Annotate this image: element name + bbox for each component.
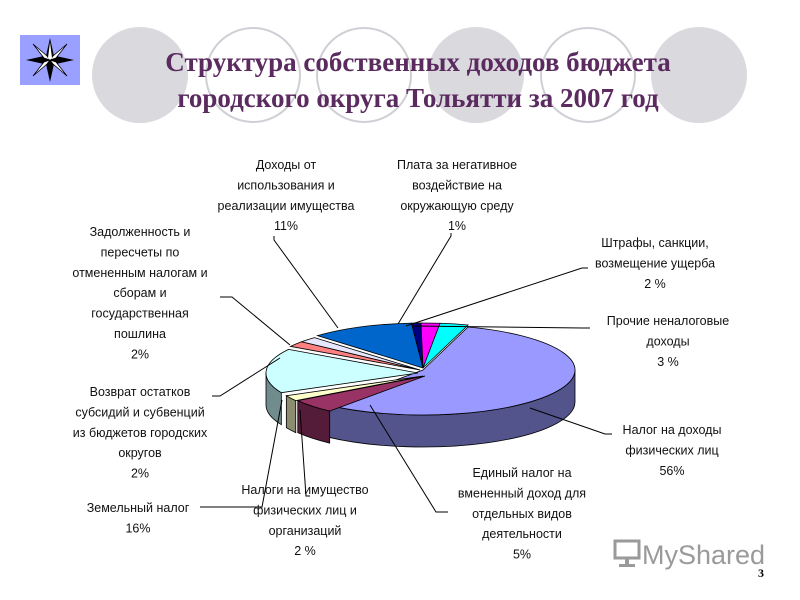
compass-star-icon	[26, 38, 74, 82]
slice-label-5-line-3: из бюджетов городских	[73, 426, 208, 440]
slice-label-10-line-3: 3 %	[657, 355, 679, 369]
leader-lines	[200, 233, 612, 513]
slice-label-2-line-4: деятельности	[482, 527, 562, 541]
slice-label-8-line-2: воздействие на	[412, 178, 502, 192]
slice-label-2-line-1: Единый налог на	[472, 466, 571, 480]
pie-slice-3	[285, 375, 424, 402]
pie-side-3	[285, 394, 297, 434]
slice-label-2-line-3: отдельных видов	[472, 507, 572, 521]
pie-top	[265, 322, 576, 416]
leader-line-8	[397, 233, 452, 325]
slice-label-3-line-2: физических лиц и	[253, 503, 357, 517]
deco-circle-6	[651, 27, 747, 123]
leader-line-1	[529, 407, 612, 435]
slice-label-9-line-3: 2 %	[644, 277, 666, 291]
slice-label-1-line-1: Налог на доходы	[623, 423, 722, 437]
compass-logo	[20, 35, 80, 85]
pie-side-walls	[265, 369, 576, 448]
slice-label-5-line-4: округов	[118, 446, 162, 460]
slice-label-8-line-1: Плата за негативное	[397, 158, 517, 172]
slice-label-8: Плата за негативное воздействие на окружаю…	[397, 158, 517, 233]
slice-label-8-line-3: окружающую среду	[400, 199, 514, 213]
leader-line-7	[273, 236, 339, 329]
leader-line-9	[405, 267, 588, 327]
deco-circle-5	[540, 27, 636, 123]
leader-line-6	[220, 296, 291, 346]
slice-label-3-line-4: 2 %	[294, 544, 316, 558]
leader-line-10	[413, 325, 590, 329]
slice-label-1-line-2: физических лиц	[625, 443, 718, 457]
slice-label-5-line-5: 2%	[131, 467, 149, 481]
pie-slice-10	[422, 322, 469, 369]
slice-label-3: Налоги на имущество физических лиц и орган…	[241, 483, 368, 558]
presentation-icon	[613, 539, 641, 567]
deco-circle-4	[428, 27, 524, 123]
deco-circle-1	[92, 27, 188, 123]
slice-label-8-line-4: 1%	[448, 219, 466, 233]
slide-number: 3	[758, 566, 764, 580]
slice-label-6-line-3: отмененным налогам и	[72, 266, 207, 280]
slice-label-3-line-3: организаций	[269, 524, 342, 538]
slice-label-7-line-1: Доходы от	[256, 158, 317, 172]
slice-label-9-line-2: возмещение ущерба	[595, 256, 715, 270]
slice-label-2: Единый налог на вмененный доход для отдель…	[458, 466, 586, 562]
leader-line-3	[299, 409, 310, 497]
slice-label-2-line-5: 5%	[513, 548, 531, 562]
slide-title-line-1: Структура собственных доходов бюджета	[165, 47, 671, 77]
slice-label-4-line-2: 16%	[125, 521, 150, 535]
slice-label-10-line-1: Прочие неналоговые	[607, 314, 729, 328]
slice-label-10: Прочие неналоговые доходы 3 %	[607, 314, 729, 369]
slice-label-6-line-7: 2%	[131, 347, 149, 361]
deco-circle-3	[316, 27, 412, 123]
slice-label-6-line-6: пошлина	[114, 327, 166, 341]
pie-slice-7	[316, 322, 424, 369]
slice-label-5-line-1: Возврат остатков	[90, 385, 191, 399]
slide-title: Структура собственных доходов бюджета го…	[98, 44, 738, 116]
slice-label-5: Возврат остатков субсидий и субвенций из б…	[73, 385, 208, 481]
watermark-text: MyShared	[642, 540, 766, 570]
slice-label-6-line-5: государственная	[91, 307, 188, 321]
slice-label-5-line-2: субсидий и субвенций	[75, 405, 204, 419]
slice-label-7: Доходы от использования и реализации имуще…	[218, 158, 355, 233]
slice-label-6-line-2: пересчеты по	[101, 245, 180, 259]
slice-label-6: Задолженность и пересчеты по отмененным на…	[72, 225, 207, 361]
slice-label-6-line-1: Задолженность и	[90, 225, 191, 239]
slice-label-9: Штрафы, санкции, возмещение ущерба 2 %	[595, 236, 715, 291]
slice-label-1-line-3: 56%	[659, 464, 684, 478]
slice-label-10-line-2: доходы	[646, 334, 689, 348]
leader-line-4	[200, 399, 283, 508]
slice-labels: Налог на доходы физических лиц 56% Единый н…	[72, 158, 729, 562]
slice-label-7-line-2: использования и	[237, 178, 335, 192]
slice-label-9-line-1: Штрафы, санкции,	[601, 236, 708, 250]
slice-label-1: Налог на доходы физических лиц 56%	[623, 423, 722, 478]
slice-label-4: Земельный налог 16%	[87, 501, 190, 535]
slide-title-line-2: городского округа Тольятти за 2007 год	[177, 83, 659, 113]
pie-slice-1	[326, 326, 576, 416]
slice-label-7-line-4: 11%	[274, 219, 298, 233]
pie-slice-4	[265, 348, 419, 394]
leader-line-5	[212, 357, 281, 397]
leader-line-2	[369, 404, 448, 513]
slice-label-6-line-4: сборам и	[113, 286, 166, 300]
deco-circle-2	[205, 27, 301, 123]
slice-label-7-line-3: реализации имущества	[218, 199, 355, 213]
slice-label-3-line-1: Налоги на имущество	[241, 483, 368, 497]
pie-slice-6	[300, 337, 421, 371]
watermark: MyShared	[612, 538, 765, 571]
slice-label-4-line-1: Земельный налог	[87, 501, 190, 515]
slice-label-2-line-2: вмененный доход для	[458, 486, 586, 500]
